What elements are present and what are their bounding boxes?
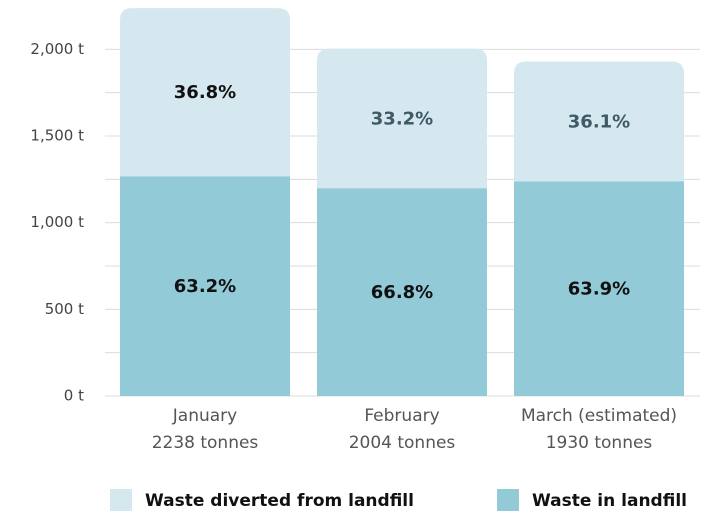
legend-label: Waste in landfill (532, 491, 687, 511)
percent-label: 36.8% (174, 82, 236, 103)
legend-label: Waste diverted from landfill (145, 491, 414, 511)
percent-label: 63.9% (568, 279, 630, 300)
x-tick-label: February (364, 406, 439, 426)
bar-segment (514, 181, 684, 396)
y-tick-label: 0 t (64, 387, 84, 405)
percent-label: 66.8% (371, 282, 433, 303)
y-tick-label: 500 t (45, 300, 84, 318)
x-tick-label: March (estimated) (521, 406, 677, 426)
percent-label: 36.1% (568, 111, 630, 132)
x-tick-label: January (172, 406, 237, 426)
percent-label: 63.2% (174, 276, 236, 297)
y-tick-label: 1,500 t (30, 127, 84, 145)
percent-label: 33.2% (371, 108, 433, 129)
bar-segment (317, 188, 487, 396)
total-label: 2004 tonnes (349, 433, 456, 453)
bar-segment (120, 8, 290, 177)
legend-swatch (497, 489, 519, 511)
y-tick-label: 1,000 t (30, 213, 84, 231)
y-tick-label: 2,000 t (30, 40, 84, 58)
total-label: 2238 tonnes (152, 433, 259, 453)
bar-segment (514, 61, 684, 182)
bar-segment (317, 48, 487, 189)
bar-segment (120, 176, 290, 396)
legend-swatch (110, 489, 132, 511)
total-label: 1930 tonnes (546, 433, 653, 453)
